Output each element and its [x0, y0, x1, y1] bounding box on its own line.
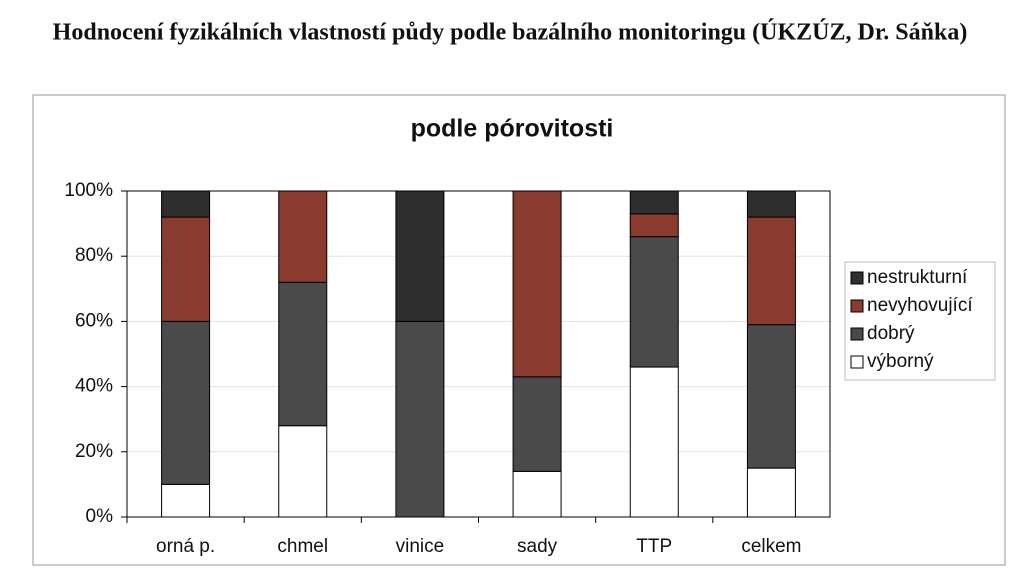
bar-segment [512, 376, 562, 472]
y-tick-label: 0% [86, 506, 114, 527]
y-tick-label: 60% [75, 310, 113, 331]
bar-segment [161, 190, 211, 218]
bar-segment [746, 216, 796, 326]
bar-segment [746, 190, 796, 218]
bar-segment [629, 236, 679, 368]
legend-label: nevyhovující [867, 295, 973, 316]
bar-segment [395, 320, 445, 518]
bar-segment [512, 190, 562, 378]
legend-swatch [850, 355, 864, 369]
x-tick-label: vinice [396, 536, 445, 557]
legend-label: nestrukturní [867, 267, 968, 288]
x-tick-label: chmel [277, 536, 328, 557]
bar-segment [278, 281, 328, 427]
bar-segment [161, 216, 211, 322]
bar-segment [746, 324, 796, 469]
page-title: Hodnocení fyzikálních vlastností půdy po… [53, 20, 968, 46]
legend-swatch [850, 271, 864, 285]
chart-title: podle pórovitosti [411, 115, 614, 143]
bar-segment [629, 190, 679, 215]
y-tick-label: 20% [75, 441, 113, 462]
bar-segment [512, 470, 562, 518]
bar-segment [161, 483, 211, 518]
x-tick-label: sady [517, 536, 558, 557]
bar-segment [278, 190, 328, 283]
x-tick-label: orná p. [156, 536, 215, 557]
legend-label: výborný [867, 351, 934, 372]
bar-segment [629, 366, 679, 518]
bar-segment [395, 190, 445, 322]
bar-segment [278, 425, 328, 518]
y-tick-label: 100% [64, 180, 113, 201]
y-tick-label: 40% [75, 376, 113, 397]
legend-swatch [850, 299, 864, 313]
bar-segment [161, 320, 211, 485]
legend-label: dobrý [867, 323, 915, 344]
y-tick-label: 80% [75, 245, 113, 266]
x-tick-label: celkem [741, 536, 801, 557]
legend-swatch [850, 327, 864, 341]
legend-box [844, 261, 996, 381]
x-tick-label: TTP [636, 536, 672, 557]
bar-segment [746, 467, 796, 518]
bar-segment [629, 213, 679, 238]
